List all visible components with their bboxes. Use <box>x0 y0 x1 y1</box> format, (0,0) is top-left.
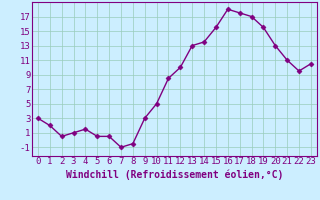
X-axis label: Windchill (Refroidissement éolien,°C): Windchill (Refroidissement éolien,°C) <box>66 169 283 180</box>
